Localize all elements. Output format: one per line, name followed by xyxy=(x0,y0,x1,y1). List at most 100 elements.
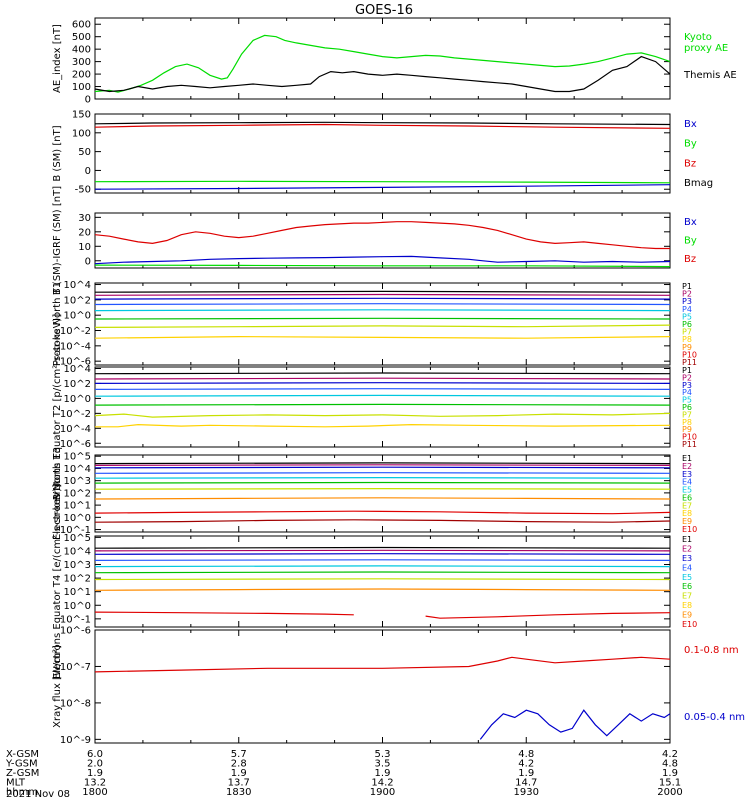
channel-label: E6 xyxy=(682,582,692,591)
y-tick-label: 10^-8 xyxy=(60,698,91,709)
footer-value: 6.0 xyxy=(87,749,103,760)
channel-label: P5 xyxy=(682,312,692,321)
figure-title: GOES-16 xyxy=(355,3,413,18)
footer-value: 1.9 xyxy=(231,768,247,779)
y-tick-label: 10^5 xyxy=(64,452,91,463)
footer-value: 1930 xyxy=(514,787,539,798)
series-line-p2 xyxy=(94,293,671,296)
channel-label: P5 xyxy=(682,396,692,405)
series-line-e3 xyxy=(94,553,671,555)
channel-label: E2 xyxy=(682,462,692,471)
series-line-e8 xyxy=(94,588,671,591)
y-tick-label: 10^0 xyxy=(64,513,91,524)
y-axis-label: Protons Equator T2 [p/(cm²-s-sr-keV)] xyxy=(52,314,63,501)
legend-entry: 0.05-0.4 nm xyxy=(684,712,745,723)
series-line-p2 xyxy=(94,377,671,380)
channel-label: E4 xyxy=(682,563,692,572)
y-tick-label: 0 xyxy=(85,166,91,177)
legend-entry: Bz xyxy=(684,254,696,265)
channel-label: E9 xyxy=(682,517,692,526)
y-tick-label: 10^4 xyxy=(64,280,91,291)
y-tick-label: 10^-7 xyxy=(60,662,91,673)
channel-label: E6 xyxy=(682,493,692,502)
y-tick-label: 10^3 xyxy=(64,476,91,487)
series-line-p6 xyxy=(94,317,671,320)
channel-label: E10 xyxy=(682,620,697,629)
channel-label: E4 xyxy=(682,478,692,487)
channel-label: P6 xyxy=(682,320,692,329)
channel-label: P1 xyxy=(682,282,692,291)
footer-value: 2.0 xyxy=(87,759,103,770)
legend-entry: Bz xyxy=(684,158,696,169)
series-line-p4 xyxy=(94,388,671,390)
footer-value: 1.9 xyxy=(518,768,534,779)
panel-3: 30 20 10 0 B (SM)-IGRF (SM) [nT] Bx By Bz xyxy=(52,186,697,295)
channel-label: E5 xyxy=(682,573,692,582)
series-line-e7 xyxy=(94,487,671,490)
y-tick-label: 10^-2 xyxy=(60,326,91,337)
footer-value: 15.1 xyxy=(659,778,681,789)
y-tick-label: 150 xyxy=(72,110,91,121)
channel-label: P11 xyxy=(682,358,697,367)
series-line-e5 xyxy=(94,565,671,568)
series-line-e1 xyxy=(94,546,671,549)
y-tick-label: 300 xyxy=(72,57,91,68)
y-tick-label: 10^2 xyxy=(64,574,91,585)
channel-label: P8 xyxy=(682,418,692,427)
series-line-p3 xyxy=(94,297,671,300)
legend-entry: Bx xyxy=(684,119,697,130)
y-tick-label: 0 xyxy=(85,95,91,106)
series-line-e2 xyxy=(94,464,671,466)
y-tick-label: 10^-6 xyxy=(60,626,91,637)
y-tick-label: 20 xyxy=(78,227,91,238)
series-line-e4 xyxy=(94,559,671,561)
y-tick-label: 100 xyxy=(72,82,91,93)
y-tick-label: 10^0 xyxy=(64,394,91,405)
channel-label: P3 xyxy=(682,297,692,306)
footer-value: 13.2 xyxy=(84,778,106,789)
channel-label: P9 xyxy=(682,343,692,352)
footer-row-label: Y-GSM xyxy=(5,759,38,770)
series-line-0-05-0-4-nm xyxy=(479,709,671,740)
y-tick-label: 10^-1 xyxy=(60,614,91,625)
footer-row-label: MLT xyxy=(6,778,26,789)
series-line-p5 xyxy=(94,394,671,397)
legend-entry: By xyxy=(684,139,697,150)
series-line-bx xyxy=(94,184,671,190)
footer-value: 5.3 xyxy=(375,749,391,760)
series-line-e2 xyxy=(94,549,671,552)
channel-label: E10 xyxy=(682,525,697,534)
y-tick-label: 10^4 xyxy=(64,364,91,375)
series-line-kyoto-proxy-ae xyxy=(94,34,671,93)
footer-value: 4.2 xyxy=(518,759,534,770)
series-line-e6 xyxy=(94,571,671,574)
footer-value: 1900 xyxy=(370,787,395,798)
series-line-e7 xyxy=(94,578,671,581)
y-tick-label: -50 xyxy=(75,185,91,196)
series-line-e8 xyxy=(94,497,671,500)
footer-value: 14.2 xyxy=(371,778,393,789)
series-line-by xyxy=(94,264,671,268)
series-line-e10 xyxy=(94,519,671,523)
footer-value: 3.5 xyxy=(375,759,391,770)
footer-value: 1.9 xyxy=(87,768,103,779)
y-tick-label: 10^2 xyxy=(64,295,91,306)
y-tick-label: 10^4 xyxy=(64,546,91,557)
series-line-e5 xyxy=(94,476,671,479)
series-line-p4 xyxy=(94,303,671,306)
y-tick-label: 200 xyxy=(72,70,91,81)
y-tick-label: 10^2 xyxy=(64,488,91,499)
footer-row-label: Z-GSM xyxy=(6,768,39,779)
channel-label: E8 xyxy=(682,601,692,610)
y-tick-label: 10^-4 xyxy=(60,424,91,435)
legend-entry: proxy AE xyxy=(684,43,728,54)
y-tick-label: 10^1 xyxy=(64,587,91,598)
y-tick-label: 10^-9 xyxy=(60,735,91,746)
footer-value: 5.7 xyxy=(231,749,247,760)
y-tick-label: 10^-4 xyxy=(60,341,91,352)
channel-label: E2 xyxy=(682,544,692,553)
series-line-p1 xyxy=(94,372,671,375)
series-line-bx xyxy=(94,255,671,265)
